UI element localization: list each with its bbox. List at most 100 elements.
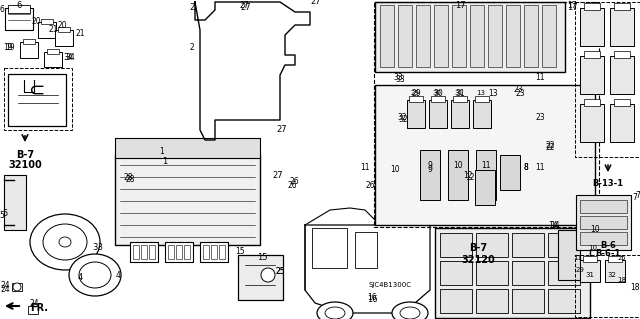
Bar bbox=[500, 155, 520, 190]
Text: 17: 17 bbox=[567, 1, 577, 10]
Bar bbox=[429, 100, 447, 128]
Bar bbox=[203, 245, 209, 259]
Text: 29: 29 bbox=[575, 267, 584, 273]
Bar bbox=[476, 289, 508, 313]
Bar bbox=[451, 100, 469, 128]
Bar bbox=[584, 51, 600, 58]
Text: 33: 33 bbox=[393, 73, 403, 83]
Bar bbox=[312, 228, 347, 268]
Text: 3: 3 bbox=[92, 243, 98, 253]
Bar bbox=[5, 8, 33, 30]
Text: 5: 5 bbox=[0, 211, 4, 219]
Ellipse shape bbox=[317, 302, 353, 319]
Text: 10: 10 bbox=[453, 160, 463, 169]
Text: 10: 10 bbox=[589, 245, 598, 251]
Bar bbox=[375, 2, 565, 72]
Text: 3: 3 bbox=[97, 243, 102, 253]
Bar bbox=[355, 232, 377, 268]
Text: 27: 27 bbox=[273, 170, 284, 180]
Text: 15: 15 bbox=[257, 254, 268, 263]
Text: 17: 17 bbox=[566, 4, 577, 12]
Bar bbox=[4, 68, 72, 130]
Text: 21: 21 bbox=[48, 26, 58, 34]
Text: 29: 29 bbox=[411, 88, 421, 98]
Bar bbox=[44, 52, 62, 67]
Bar bbox=[580, 216, 627, 229]
Bar bbox=[488, 5, 502, 67]
Ellipse shape bbox=[139, 204, 147, 212]
Text: 31: 31 bbox=[454, 90, 463, 96]
Bar bbox=[470, 5, 484, 67]
Text: 18: 18 bbox=[630, 284, 640, 293]
Bar bbox=[473, 100, 491, 128]
Ellipse shape bbox=[139, 196, 147, 204]
Bar bbox=[453, 96, 467, 102]
Bar bbox=[434, 5, 448, 67]
Text: B-6: B-6 bbox=[600, 241, 616, 249]
Text: 33: 33 bbox=[395, 76, 405, 85]
Bar bbox=[168, 245, 174, 259]
Text: 5: 5 bbox=[2, 209, 7, 218]
Ellipse shape bbox=[139, 228, 147, 236]
Text: 7: 7 bbox=[636, 190, 640, 199]
Bar bbox=[614, 99, 630, 106]
Ellipse shape bbox=[43, 224, 87, 260]
Ellipse shape bbox=[261, 268, 275, 282]
Text: 32100: 32100 bbox=[8, 160, 42, 170]
Text: 8: 8 bbox=[524, 164, 529, 173]
Bar bbox=[452, 5, 466, 67]
Text: 15: 15 bbox=[235, 248, 245, 256]
Ellipse shape bbox=[139, 220, 147, 228]
Bar bbox=[614, 3, 630, 10]
Text: 2: 2 bbox=[189, 4, 195, 12]
Bar bbox=[583, 256, 597, 262]
Text: 25: 25 bbox=[275, 268, 285, 277]
Bar bbox=[548, 261, 580, 285]
Bar bbox=[211, 245, 217, 259]
Text: 31: 31 bbox=[586, 272, 595, 278]
Text: 29: 29 bbox=[411, 90, 419, 96]
Bar bbox=[380, 5, 394, 67]
Text: 27: 27 bbox=[239, 1, 249, 10]
Text: 9: 9 bbox=[428, 166, 433, 174]
Text: 11: 11 bbox=[573, 255, 582, 261]
Text: 14: 14 bbox=[548, 220, 558, 229]
Bar bbox=[398, 5, 412, 67]
Text: 30: 30 bbox=[433, 90, 442, 96]
Bar bbox=[506, 5, 520, 67]
Bar bbox=[38, 22, 56, 38]
Text: 6: 6 bbox=[0, 5, 4, 14]
Bar bbox=[524, 5, 538, 67]
Text: B-7: B-7 bbox=[16, 150, 34, 160]
Bar bbox=[476, 150, 496, 200]
Text: 21: 21 bbox=[76, 29, 84, 39]
Text: 34: 34 bbox=[63, 54, 73, 63]
Text: 16: 16 bbox=[367, 295, 378, 305]
Text: 23: 23 bbox=[513, 85, 523, 94]
Bar bbox=[548, 233, 580, 257]
Bar bbox=[374, 2, 599, 227]
Bar bbox=[440, 261, 472, 285]
Bar bbox=[184, 245, 190, 259]
Text: 32: 32 bbox=[607, 272, 616, 278]
Text: 1: 1 bbox=[163, 158, 168, 167]
Bar bbox=[580, 260, 600, 282]
Bar bbox=[512, 261, 544, 285]
Text: 19: 19 bbox=[3, 43, 13, 53]
Text: 11: 11 bbox=[535, 73, 545, 83]
Bar bbox=[431, 96, 445, 102]
Text: 23: 23 bbox=[535, 114, 545, 122]
Text: 34: 34 bbox=[65, 54, 75, 63]
Text: 12: 12 bbox=[465, 174, 475, 182]
Ellipse shape bbox=[79, 262, 111, 288]
Bar bbox=[558, 230, 580, 280]
Bar bbox=[4, 175, 26, 230]
Bar bbox=[475, 170, 495, 205]
Text: 19: 19 bbox=[5, 43, 15, 53]
Text: 8: 8 bbox=[524, 164, 529, 173]
Bar bbox=[41, 19, 53, 24]
Text: 4: 4 bbox=[116, 271, 120, 280]
Bar bbox=[435, 228, 590, 318]
Bar bbox=[440, 289, 472, 313]
Text: 32: 32 bbox=[397, 114, 407, 122]
